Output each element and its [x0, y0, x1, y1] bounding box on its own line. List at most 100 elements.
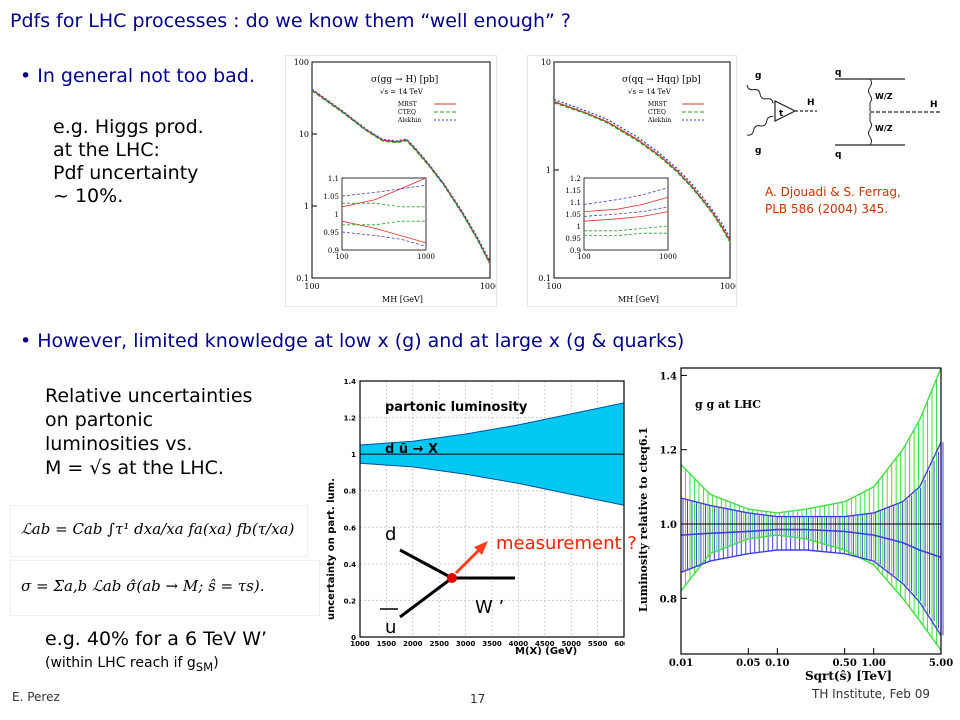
rel-line: on partonic	[45, 409, 154, 431]
equation-sigma-text: σ = Σa,b ℒab σ̂(ab → M; ŝ = τs).	[21, 577, 265, 595]
label-H: H	[807, 98, 815, 108]
inset-ratio-line	[583, 211, 669, 222]
label-g: g	[755, 71, 761, 81]
inset-ratio-line	[583, 206, 669, 217]
rel-line: M = √s at the LHC.	[45, 457, 224, 479]
x-axis-label: MH [GeV]	[618, 295, 659, 304]
inset-ratio-line	[584, 225, 669, 232]
y-tick-label: 1.4	[344, 378, 357, 386]
within-sub: SM	[195, 659, 214, 674]
label-q: q	[835, 150, 841, 160]
inset-y-tick-label: 1.1	[328, 175, 339, 183]
x-tick-label: 5.00	[929, 658, 953, 669]
x-tick-label: 1000	[720, 282, 736, 291]
x-axis-label: MH [GeV]	[382, 295, 423, 304]
gluon-line	[746, 116, 774, 136]
within-lhc: (within LHC reach if gSM)	[45, 655, 219, 674]
chart-title: partonic luminosity	[385, 400, 528, 415]
inset-x-tick-label: 100	[335, 253, 348, 261]
higgs-line: at the LHC:	[53, 139, 160, 161]
footer-author: E. Perez	[12, 690, 60, 704]
y-tick-label: 0.4	[344, 561, 357, 569]
top-loop	[774, 100, 797, 122]
within-text: (within LHC reach if g	[45, 655, 196, 671]
higgs-text-block: e.g. Higgs prod. at the LHC: Pdf uncerta…	[53, 116, 204, 208]
inset-ratio-line	[584, 232, 668, 236]
y-axis-label: uncertainty on part. lum.	[326, 478, 337, 620]
x-tick-label: 2500	[429, 640, 449, 648]
chart-qq-higgs: 0.1 1 10 100 1000 σ(qq → Hqq) [pb] √s = 14 …	[538, 58, 740, 304]
inset-x-tick-label: 1000	[659, 253, 677, 261]
chart-qq-higgs-panel: 0.1 1 10 100 1000 σ(qq → Hqq) [pb] √s = 14 …	[527, 55, 740, 307]
y-tick-label: 0	[351, 634, 356, 642]
y-tick-label: 1	[546, 166, 551, 175]
inset-y-tick-label: 0.9	[570, 247, 581, 255]
series-line	[311, 88, 491, 262]
y-tick-label: 1	[351, 451, 356, 459]
y-tick-label: 0.1	[538, 274, 551, 283]
gluon-line	[746, 84, 774, 104]
y-tick-label: 1	[304, 202, 309, 211]
bullet-dot-icon: •	[20, 330, 38, 352]
x-tick-label: 0.50	[832, 658, 856, 669]
within-end: )	[213, 655, 219, 671]
citation-line: A. Djouadi & S. Ferrag,	[765, 185, 901, 199]
legend-label: CTEQ	[648, 109, 666, 116]
y-tick-label: 0.2	[344, 597, 357, 605]
x-tick-label: 1.00	[861, 658, 885, 669]
inset-ratio-line	[341, 231, 427, 247]
vertex-diagram: d u W ’ measurement ?	[380, 524, 637, 638]
inset-ratio-line	[583, 187, 669, 205]
inset-y-tick-label: 1	[577, 223, 581, 231]
inset-ratio-line	[342, 220, 426, 226]
higgs-line: ~ 10%.	[53, 185, 124, 207]
legend-label: MRST	[648, 101, 667, 108]
inset-y-tick-label: 1	[335, 211, 339, 219]
y-tick-label: 100	[294, 58, 309, 67]
inset-y-tick-label: 0.95	[565, 235, 581, 243]
y-axis-label: Luminosity relative to cteq6.1	[637, 427, 650, 612]
inset-ratio-line	[583, 196, 669, 212]
feynman-diagrams: g g t H q q W/Z W/Z H	[746, 68, 940, 160]
legend-label: Alekhin	[397, 117, 421, 124]
label-H: H	[930, 100, 938, 110]
series-line	[680, 367, 942, 514]
x-tick-label: 4500	[535, 640, 555, 648]
chart-gg-lhc: 0.8 1.0 1.2 1.4 0.01 0.05 0.10 0.50 1.00 5.00 g …	[637, 367, 953, 683]
label-g: g	[755, 146, 761, 156]
inset-frame	[341, 177, 427, 251]
arrow-head-icon	[474, 541, 488, 555]
x-tick-label: 5000	[561, 640, 581, 648]
footer-event: TH Institute, Feb 09	[812, 687, 930, 701]
chart-partonic-lum: 0 0.2 0.4 0.6 0.8 1 1.2 1.4 1000 1500 2000 2500 300…	[326, 378, 634, 657]
x-tick-label: 1000	[480, 282, 496, 291]
x-tick-label: 5500	[588, 640, 608, 648]
y-tick-label: 0.8	[660, 594, 677, 605]
y-tick-label: 1.4	[660, 371, 677, 382]
label-WZ: W/Z	[875, 124, 893, 133]
inset-y-tick-label: 0.9	[328, 247, 339, 255]
higgs-line: e.g. Higgs prod.	[53, 116, 204, 138]
x-tick-label: 100	[546, 282, 561, 291]
x-tick-label: 0.10	[765, 658, 789, 669]
rel-line: Relative uncertainties	[45, 385, 253, 407]
boson-line	[868, 113, 872, 146]
plot-frame	[359, 380, 625, 638]
label-wprime: W ’	[475, 597, 504, 618]
equation-lum-text: ℒab = Cab ∫τ¹ dxa/xa fa(xa) fb(τ/xa)	[21, 520, 295, 538]
label-measurement: measurement ?	[496, 533, 637, 554]
x-tick-label: 1000	[350, 640, 370, 648]
y-tick-label: 10	[541, 58, 551, 67]
chart-title: σ(gg → H) [pb]	[371, 74, 438, 85]
equation-lum: ℒab = Cab ∫τ¹ dxa/xa fa(xa) fb(τ/xa)	[10, 505, 308, 557]
inset-y-tick-label: 1.15	[565, 187, 581, 195]
citation: A. Djouadi & S. Ferrag, PLB 586 (2004) 3…	[765, 184, 901, 218]
label-d: d	[385, 524, 396, 545]
label-WZ: W/Z	[875, 92, 893, 101]
chart-gg-lhc-panel: 0.8 1.0 1.2 1.4 0.01 0.05 0.10 0.50 1.00 5.00 g …	[625, 362, 955, 687]
chart-subtitle: √s = 14 TeV	[380, 88, 424, 96]
y-tick-label: 1.2	[660, 446, 677, 457]
inset-y-tick-label: 1.2	[570, 175, 581, 183]
x-axis-label: Sqrt(ŝ) [TeV]	[805, 669, 892, 683]
chart-subtitle: d ū → X	[385, 442, 438, 457]
